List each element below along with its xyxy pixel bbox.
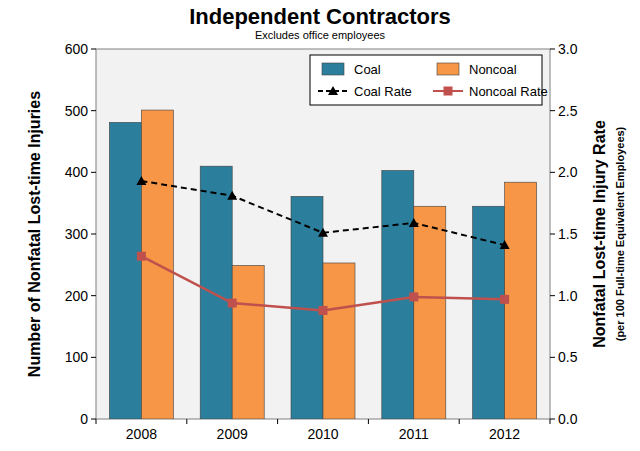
marker [444, 87, 453, 96]
marker [318, 228, 328, 237]
bar [414, 206, 446, 419]
category-label: 2008 [126, 426, 157, 442]
line [141, 256, 504, 310]
legend: Coal Noncoal Coal Rate Noncoal Rate [310, 55, 548, 105]
subtitle: Excludes office employees [255, 29, 386, 41]
tick [459, 419, 460, 424]
tick [91, 49, 96, 50]
tick-label: 0 [80, 411, 88, 427]
tick [91, 295, 96, 296]
tick-label: 1.0 [558, 288, 578, 304]
tick-label: 100 [65, 349, 89, 365]
tick-label: 300 [65, 226, 89, 242]
legend-label: Noncoal Rate [469, 84, 548, 99]
tick-label: 400 [65, 164, 89, 180]
axis-label: Nonfatal Lost-time Injury Rate [591, 120, 608, 348]
tick [277, 419, 278, 424]
bar [232, 265, 264, 419]
bar [382, 170, 414, 419]
tick [91, 234, 96, 235]
marker [500, 240, 510, 249]
legend-label: Noncoal [469, 62, 517, 77]
marker [227, 191, 237, 200]
tick-label: 200 [65, 288, 89, 304]
marker [500, 295, 509, 304]
legend-label: Coal Rate [354, 84, 412, 99]
tick [91, 357, 96, 358]
tick [550, 357, 555, 358]
bar [109, 122, 141, 419]
axis-label: Number of Nonfatal Lost-time Injuries [26, 91, 43, 377]
chart: Independent ContractorsExcludes office e… [0, 0, 640, 451]
tick-label: 0.0 [558, 411, 578, 427]
tick [550, 172, 555, 173]
axis-label-note: (per 100 Full-time Equivalent Employees) [614, 126, 626, 341]
plot-marks [109, 110, 536, 419]
legend-swatch [437, 63, 459, 75]
marker [409, 218, 419, 227]
marker [228, 299, 237, 308]
marker [328, 86, 338, 95]
tick [550, 419, 551, 424]
tick-label: 3.0 [558, 41, 578, 57]
tick [550, 419, 555, 420]
tick [550, 234, 555, 235]
tick-label: 600 [65, 41, 89, 57]
tick [96, 419, 97, 424]
bar [505, 182, 537, 419]
category-label: 2010 [307, 426, 338, 442]
tick [550, 110, 555, 111]
bar [200, 166, 232, 419]
tick [550, 295, 555, 296]
line [141, 181, 504, 245]
marker [409, 292, 418, 301]
tick [368, 419, 369, 424]
tick [91, 419, 96, 420]
tick [91, 172, 96, 173]
bar [473, 206, 505, 419]
tick-label: 2.0 [558, 164, 578, 180]
bar [323, 263, 355, 419]
marker [136, 176, 146, 185]
legend-swatch [322, 63, 344, 75]
tick [91, 110, 96, 111]
category-label: 2012 [489, 426, 520, 442]
legend-label: Coal [354, 62, 381, 77]
tick [550, 49, 555, 50]
category-label: 2011 [399, 426, 429, 442]
tick-label: 0.5 [558, 349, 578, 365]
tick-label: 500 [65, 103, 89, 119]
title: Independent Contractors [189, 4, 451, 29]
plot-area [96, 49, 550, 419]
marker [319, 306, 328, 315]
category-label: 2009 [217, 426, 248, 442]
marker [137, 252, 146, 261]
tick-label: 1.5 [558, 226, 578, 242]
tick-label: 2.5 [558, 103, 578, 119]
tick [186, 419, 187, 424]
